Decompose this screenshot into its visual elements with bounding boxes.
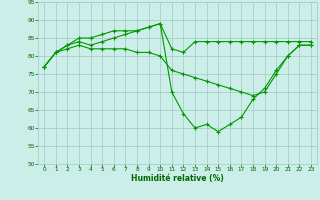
X-axis label: Humidité relative (%): Humidité relative (%) [131,174,224,183]
